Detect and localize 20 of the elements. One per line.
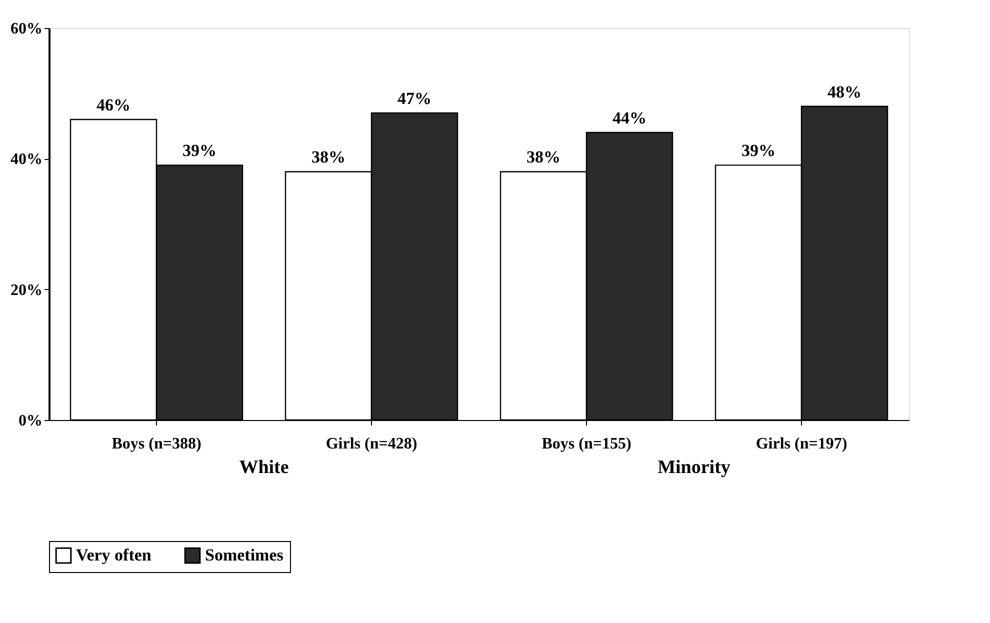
- y-tick-label: 0%: [18, 412, 42, 430]
- data-label: 48%: [828, 82, 862, 102]
- x-tick-label: Girls (n=428): [326, 436, 418, 452]
- text: Minority: [658, 457, 731, 478]
- data-label: 39%: [742, 141, 776, 160]
- y-tick-label: 40%: [10, 151, 42, 168]
- x-tick-label: Boys (n=388): [112, 436, 202, 452]
- legend-label: Sometimes: [205, 546, 284, 565]
- data-label: 46%: [96, 95, 130, 114]
- data-label: 44%: [612, 108, 646, 128]
- data-label: 38%: [526, 148, 560, 167]
- y-tick-label: 20%: [10, 282, 42, 299]
- y-tick-label: 60%: [10, 20, 42, 38]
- text: White: [239, 457, 289, 478]
- legend-label: Very often: [76, 546, 152, 565]
- x-tick-label: Girls (n=197): [756, 436, 848, 452]
- data-label: 39%: [182, 141, 216, 160]
- x-tick-label: Boys (n=155): [542, 436, 632, 452]
- data-label: 38%: [312, 148, 346, 167]
- data-label: 47%: [398, 88, 432, 108]
